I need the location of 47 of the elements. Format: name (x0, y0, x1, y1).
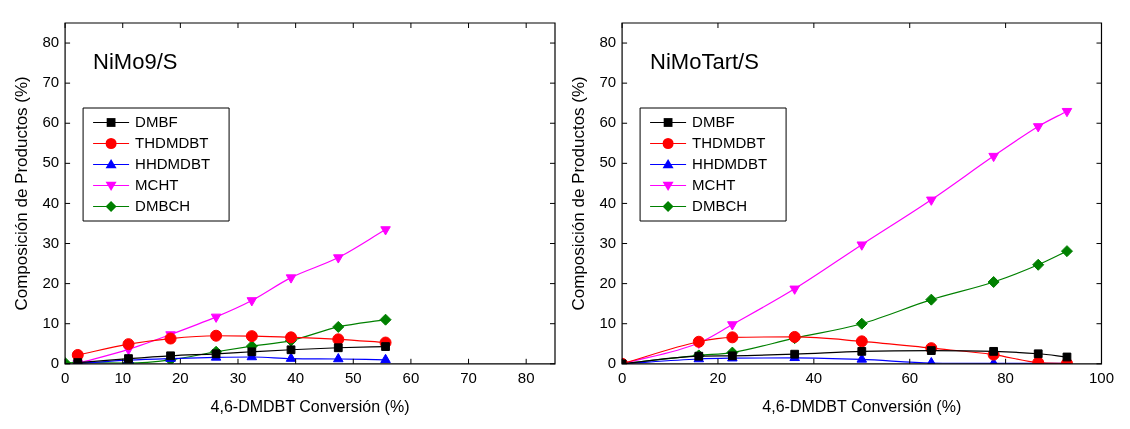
y-tick-label: 80 (42, 33, 60, 51)
x-tick-label: 50 (344, 368, 362, 386)
y-tick-label: 20 (42, 273, 60, 291)
text: NiMoTart/S (650, 49, 759, 75)
y-tick-label: 50 (42, 153, 60, 171)
x-tick-label: 40 (805, 368, 823, 386)
x-tick-label: 100 (1088, 368, 1114, 386)
legend-label: DMBF (135, 112, 178, 130)
legend-label: THDMDBT (692, 133, 766, 151)
x-axis-title: 4,6-DMDBT Conversión (%) (762, 397, 962, 415)
x-tick-label: 80 (517, 368, 535, 386)
legend-label: HHDMDBT (135, 154, 211, 172)
y-tick-label: 0 (607, 353, 617, 371)
y-tick-label: 10 (599, 313, 617, 331)
y-tick-label: 0 (50, 353, 60, 371)
y-tick-label: 50 (599, 153, 617, 171)
y-tick-label: 30 (599, 233, 617, 251)
x-tick-label: 30 (229, 368, 247, 386)
legend-label: DMBF (692, 112, 735, 130)
x-tick-label: 20 (172, 368, 189, 386)
legend-label: DMBCH (135, 196, 191, 214)
y-tick-label: 60 (42, 113, 60, 131)
y-tick-label: 30 (42, 233, 60, 251)
legend-label: HHDMDBT (692, 154, 768, 172)
y-tick-label: 80 (599, 33, 617, 51)
x-tick-label: 80 (997, 368, 1014, 386)
x-tick-label: 10 (114, 368, 132, 386)
y-tick-label: 10 (42, 313, 60, 331)
y-tick-label: 40 (599, 193, 617, 211)
x-tick-label: 70 (460, 368, 477, 386)
legend-label: MCHT (692, 175, 736, 193)
legend-label: DMBCH (692, 196, 748, 214)
legend-label: MCHT (135, 175, 179, 193)
y-tick-label: 60 (599, 113, 617, 131)
y-tick-label: 70 (42, 73, 60, 91)
y-tick-label: 20 (599, 273, 617, 291)
y-axis-title: Composición de Productos (%) (11, 76, 31, 311)
y-tick-label: 40 (42, 193, 60, 211)
text: NiMo9/S (93, 49, 178, 75)
y-tick-label: 70 (599, 73, 617, 91)
x-tick-label: 40 (287, 368, 304, 386)
x-axis-title: 4,6-DMDBT Conversión (%) (210, 397, 410, 415)
x-tick-label: 60 (901, 368, 919, 386)
x-tick-label: 20 (709, 368, 727, 386)
legend-label: THDMDBT (135, 133, 209, 151)
y-axis-title: Composición de Productos (%) (568, 76, 588, 311)
x-tick-label: 60 (402, 368, 420, 386)
